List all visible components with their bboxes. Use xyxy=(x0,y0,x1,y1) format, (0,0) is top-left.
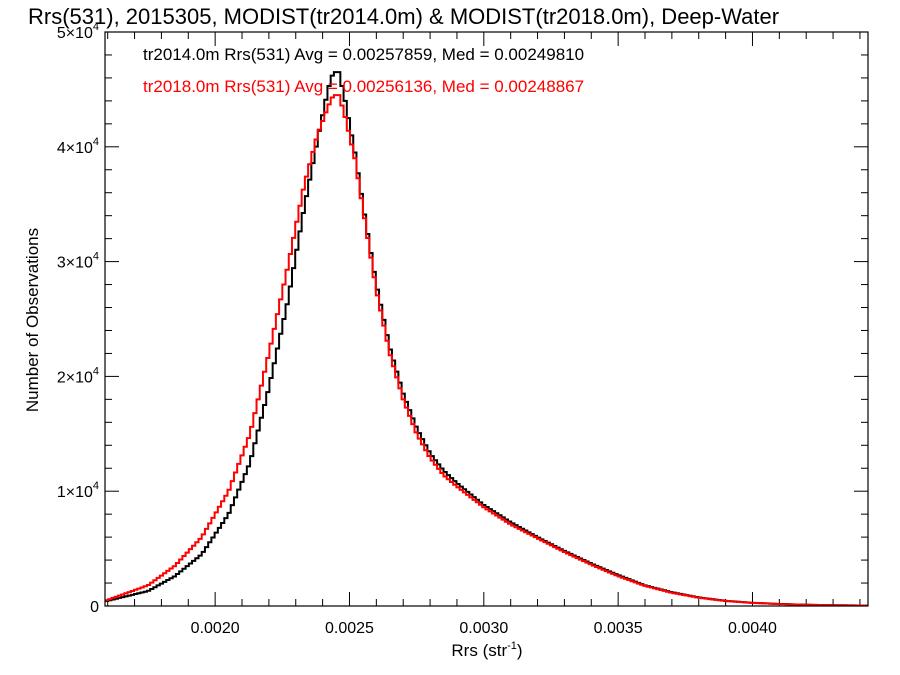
x-tick-label: 0.0030 xyxy=(459,620,508,637)
x-tick-label: 0.0040 xyxy=(728,620,777,637)
y-tick-label: 3×104 xyxy=(57,251,99,272)
series-line-tr2014.0m xyxy=(105,71,868,607)
y-tick-label: 5×104 xyxy=(57,21,99,42)
x-tick-label: 0.0035 xyxy=(594,620,643,637)
chart-title: Rrs(531), 2015305, MODIST(tr2014.0m) & M… xyxy=(28,4,779,29)
x-tick-label: 0.0025 xyxy=(325,620,374,637)
y-axis-label: Number of Observations xyxy=(23,228,42,412)
y-axis-ticks: 0 1×104 2×104 3×104 4×104 5×104 xyxy=(57,21,868,616)
series-annotation-tr2018: tr2018.0m Rrs(531) Avg = 0.00256136, Med… xyxy=(143,77,584,96)
y-tick-label: 0 xyxy=(90,599,99,616)
plot-frame xyxy=(104,31,869,607)
y-tick-label: 2×104 xyxy=(57,365,99,386)
x-axis-label: Rrs (str-1) xyxy=(451,640,522,660)
series-line-tr2018.0m xyxy=(105,94,868,607)
x-axis-ticks: 0.0020 0.0025 0.0030 0.0035 0.0040 xyxy=(107,32,861,637)
x-tick-label: 0.0020 xyxy=(191,620,240,637)
series-group xyxy=(105,71,868,607)
y-tick-label: 1×104 xyxy=(57,480,99,501)
y-tick-label: 4×104 xyxy=(57,136,99,157)
series-annotation-tr2014: tr2014.0m Rrs(531) Avg = 0.00257859, Med… xyxy=(143,45,584,64)
